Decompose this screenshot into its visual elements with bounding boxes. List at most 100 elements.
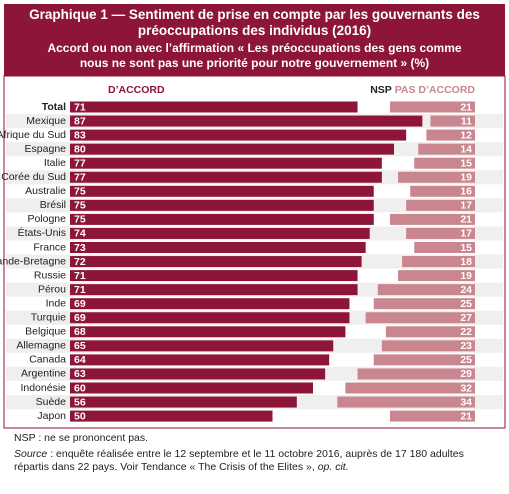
header: Graphique 1 — Sentiment de prise en comp… xyxy=(4,4,505,76)
value-label: 77 xyxy=(74,157,86,169)
bar-pas-accord xyxy=(385,326,475,338)
category-label: Pologne xyxy=(27,213,66,225)
value-label: 29 xyxy=(460,368,472,380)
bar-accord xyxy=(70,115,423,127)
bar-pas-accord xyxy=(398,270,475,282)
value-label: 77 xyxy=(74,172,86,184)
bar-accord xyxy=(70,410,273,422)
bar-accord xyxy=(70,143,394,155)
category-label: Indonésie xyxy=(20,382,66,394)
footer: NSP : ne se prononcent pas. Source : enq… xyxy=(14,432,494,477)
category-label: Mexique xyxy=(26,115,66,127)
bar-accord xyxy=(70,298,350,310)
category-label: Inde xyxy=(46,297,67,309)
value-label: 71 xyxy=(74,284,86,296)
source-ref: op. cit. xyxy=(317,461,349,473)
value-label: 69 xyxy=(74,298,86,310)
bar-pas-accord xyxy=(389,101,475,113)
value-label: 14 xyxy=(460,143,472,155)
category-label: Suède xyxy=(36,396,67,408)
value-label: 17 xyxy=(460,200,472,212)
source-text: : enquête réalisée entre le 12 septembre… xyxy=(14,448,464,473)
category-label: Brésil xyxy=(40,199,66,211)
category-label: Canada xyxy=(29,354,66,366)
bar-pas-accord xyxy=(430,115,475,127)
bar-pas-accord xyxy=(406,227,475,239)
value-label: 21 xyxy=(460,101,472,113)
value-label: 17 xyxy=(460,228,472,240)
chart-title: Graphique 1 — Sentiment de prise en comp… xyxy=(29,7,480,38)
value-label: 32 xyxy=(460,382,472,394)
value-label: 12 xyxy=(460,129,472,141)
value-label: 71 xyxy=(74,101,86,113)
bar-pas-accord xyxy=(337,396,475,408)
bar-accord xyxy=(70,213,374,225)
value-label: 73 xyxy=(74,242,86,254)
value-label: 63 xyxy=(74,368,86,380)
legend-label: NSP xyxy=(370,84,392,96)
value-label: 16 xyxy=(460,186,472,198)
category-label: Italie xyxy=(44,157,66,169)
source-label: Source xyxy=(14,448,48,460)
category-label: Argentine xyxy=(21,368,66,380)
value-label: 11 xyxy=(461,115,472,127)
bar-accord xyxy=(70,368,326,380)
category-label: Afrique du Sud xyxy=(0,129,66,141)
value-label: 72 xyxy=(74,256,86,268)
value-label: 21 xyxy=(460,214,472,226)
value-label: 25 xyxy=(460,298,472,310)
bar-pas-accord xyxy=(402,256,475,268)
value-label: 74 xyxy=(74,228,86,240)
bar-pas-accord xyxy=(414,157,475,169)
category-label: Australie xyxy=(25,185,66,197)
category-label: Corée du Sud xyxy=(1,171,66,183)
value-label: 65 xyxy=(74,340,86,352)
bar-accord xyxy=(70,256,362,268)
value-label: 50 xyxy=(74,410,86,422)
value-label: 19 xyxy=(460,270,472,282)
bar-accord xyxy=(70,242,366,253)
value-label: 83 xyxy=(74,129,86,141)
bar-accord xyxy=(70,382,313,394)
bar-pas-accord xyxy=(410,185,475,197)
category-label: Turquie xyxy=(31,312,66,324)
chart-subtitle: Accord ou non avec l’affirmation « Les p… xyxy=(47,41,462,70)
value-label: 23 xyxy=(460,340,472,352)
bar-accord xyxy=(70,396,297,408)
bar-accord xyxy=(70,312,350,324)
value-label: 21 xyxy=(460,410,472,422)
bar-pas-accord xyxy=(373,354,475,366)
legend-label: PAS D’ACCORD xyxy=(395,84,476,96)
bar-accord xyxy=(70,284,358,296)
bar-pas-accord xyxy=(357,368,475,380)
bar-accord xyxy=(70,340,334,352)
value-label: 18 xyxy=(460,256,472,268)
bar-accord xyxy=(70,101,358,113)
value-label: 22 xyxy=(460,326,472,338)
bar-pas-accord xyxy=(381,340,475,352)
category-label: Grande-Bretagne xyxy=(0,255,66,267)
bar-pas-accord xyxy=(398,171,475,183)
bar-pas-accord xyxy=(373,298,475,310)
value-label: 69 xyxy=(74,312,86,324)
value-label: 56 xyxy=(74,396,86,408)
value-label: 75 xyxy=(74,186,86,198)
note: NSP : ne se prononcent pas. xyxy=(14,432,149,444)
value-label: 68 xyxy=(74,326,86,338)
value-label: 71 xyxy=(74,270,86,282)
bar-accord xyxy=(70,326,346,338)
bar-accord xyxy=(70,129,407,141)
bar-accord xyxy=(70,354,330,366)
bar-pas-accord xyxy=(426,129,475,141)
category-label: Russie xyxy=(34,269,66,281)
source: Source : enquête réalisée entre le 12 se… xyxy=(14,448,494,474)
bar-pas-accord xyxy=(377,284,475,296)
value-label: 64 xyxy=(74,354,86,366)
bar-accord xyxy=(70,199,374,211)
category-label: Japon xyxy=(37,410,66,422)
bar-accord xyxy=(70,227,370,239)
category-label: Belgique xyxy=(25,326,66,338)
value-label: 25 xyxy=(460,354,472,366)
